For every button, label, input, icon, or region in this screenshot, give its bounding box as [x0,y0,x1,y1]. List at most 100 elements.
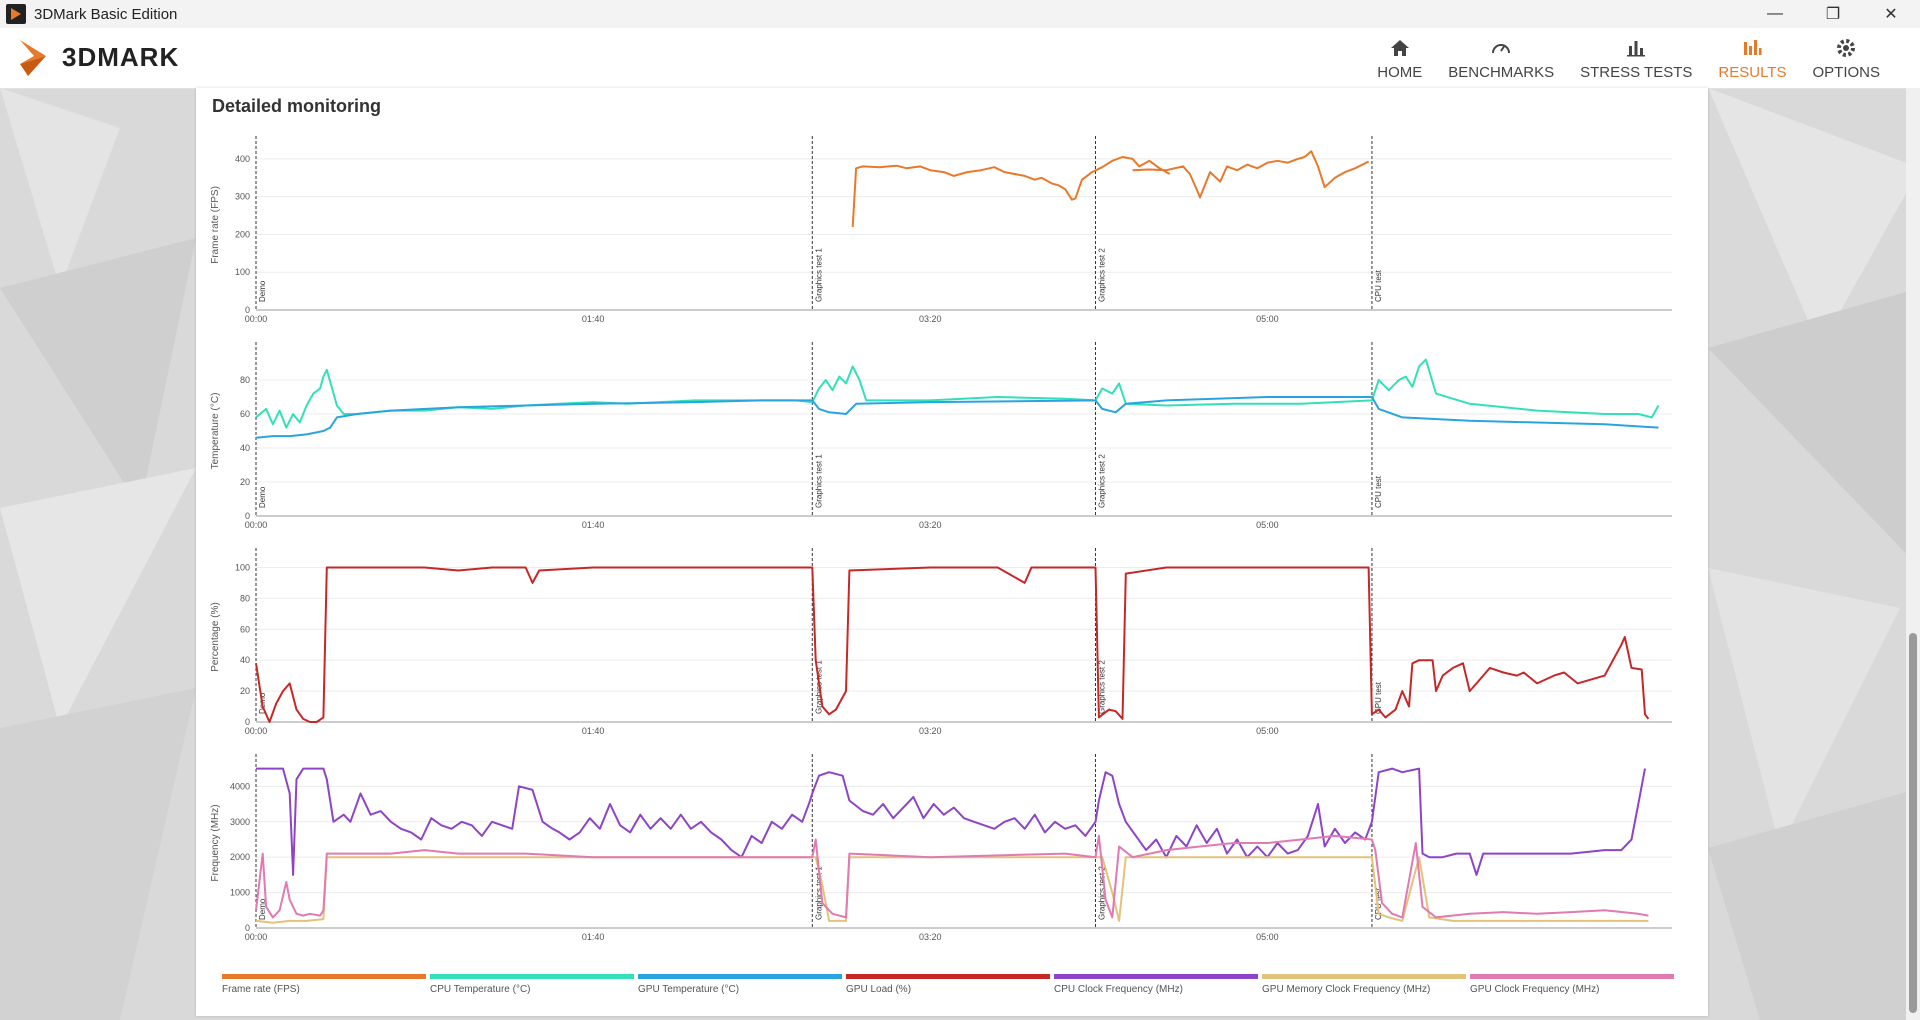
y-tick-label: 80 [240,593,250,603]
bar-chart-icon [1627,40,1646,56]
legend-label: GPU Clock Frequency (MHz) [1470,984,1600,995]
test-marker-label: Graphics test 2 [1097,248,1106,302]
y-tick-label: 400 [235,154,250,164]
y-tick-label: 0 [245,305,250,315]
home-icon [1390,39,1409,56]
gauge-icon [1492,43,1511,53]
y-tick-label: 200 [235,229,250,239]
y-tick-label: 80 [240,375,250,385]
y-tick-label: 100 [235,267,250,277]
nav-stress-tests[interactable]: STRESS TESTS [1580,28,1692,88]
y-tick-label: 20 [240,686,250,696]
legend-color-bar [1054,974,1258,979]
x-tick-label: 01:40 [582,726,605,736]
legend-item[interactable]: GPU Memory Clock Frequency (MHz) [1262,974,1470,995]
test-marker-label: Demo [258,486,267,508]
minimize-button[interactable]: — [1767,5,1783,22]
logo-chevron-icon [20,40,46,76]
y-tick-label: 20 [240,477,250,487]
scrollbar-thumb[interactable] [1909,633,1917,1013]
x-tick-label: 05:00 [1256,726,1279,736]
legend-color-bar [1262,974,1466,979]
legend-item[interactable]: GPU Load (%) [846,974,1054,995]
nav-results-label: RESULTS [1718,63,1787,81]
x-tick-label: 05:00 [1256,314,1279,324]
y-axis-label: Frequency (MHz) [210,804,221,881]
x-tick-label: 00:00 [245,314,268,324]
test-marker-label: CPU test [1374,475,1383,508]
legend-label: GPU Load (%) [846,984,912,995]
legend-label: Frame rate (FPS) [222,984,300,995]
y-tick-label: 1000 [230,888,250,898]
restore-button[interactable]: ❐ [1825,6,1841,23]
legend-label: GPU Temperature (°C) [638,984,740,995]
x-tick-label: 01:40 [582,314,605,324]
close-button[interactable]: ✕ [1884,6,1898,23]
legend-item[interactable]: Frame rate (FPS) [222,974,430,995]
y-tick-label: 2000 [230,852,250,862]
series-line [851,150,1370,227]
y-tick-label: 300 [235,192,250,202]
app-icon [6,4,26,24]
nav-menu: HOME BENCHMARKS STRESS TESTS RESULTS OPT… [1351,28,1880,88]
legend-label: CPU Temperature (°C) [430,984,531,995]
y-tick-label: 60 [240,624,250,634]
nav-home-label: HOME [1377,63,1423,81]
nav-benchmarks-label: BENCHMARKS [1448,63,1555,81]
results-chart-icon [1744,39,1762,55]
chart-legend: Frame rate (FPS) CPU Temperature (°C) GPU … [222,974,1678,995]
x-tick-label: 03:20 [919,520,942,530]
y-tick-label: 3000 [230,817,250,827]
vertical-scrollbar[interactable] [1906,88,1920,1020]
brand-name: 3DMARK [62,41,180,72]
legend-color-bar [1470,974,1674,979]
x-tick-label: 00:00 [245,932,268,942]
x-tick-label: 05:00 [1256,932,1279,942]
nav-benchmarks[interactable]: BENCHMARKS [1448,28,1554,88]
legend-label: CPU Clock Frequency (MHz) [1054,984,1183,995]
x-tick-label: 00:00 [245,520,268,530]
y-tick-label: 4000 [230,781,250,791]
y-tick-label: 40 [240,655,250,665]
nav-options-label: OPTIONS [1812,63,1880,81]
legend-item[interactable]: GPU Clock Frequency (MHz) [1470,974,1678,995]
test-marker-label: Demo [258,280,267,302]
series-line [255,834,1649,919]
legend-color-bar [430,974,634,979]
legend-item[interactable]: CPU Clock Frequency (MHz) [1054,974,1262,995]
x-tick-label: 01:40 [582,932,605,942]
test-marker-label: CPU test [1374,269,1383,302]
legend-color-bar [222,974,426,979]
nav-results[interactable]: RESULTS [1718,28,1786,88]
series-line [256,767,1646,876]
nav-home[interactable]: HOME [1377,28,1422,88]
brand-logo[interactable]: 3DMARK [18,34,179,80]
y-tick-label: 0 [245,923,250,933]
y-tick-label: 40 [240,443,250,453]
legend-label: GPU Memory Clock Frequency (MHz) [1262,984,1431,995]
series-line [255,358,1660,429]
section-title: Detailed monitoring [212,96,382,116]
y-axis-label: Percentage (%) [210,602,221,671]
x-tick-label: 05:00 [1256,520,1279,530]
legend-item[interactable]: GPU Temperature (°C) [638,974,846,995]
legend-item[interactable]: CPU Temperature (°C) [430,974,638,995]
detailed-monitoring-panel: Detailed monitoring 0 100 200 300 400 00:00 01… [196,88,1708,1016]
gear-icon [1837,38,1856,57]
test-marker-label: Graphics test 2 [1097,660,1106,714]
y-tick-label: 60 [240,409,250,419]
title-bar: 3DMark Basic Edition — ❐ ✕ [0,0,1920,28]
y-axis-label: Temperature (°C) [210,393,221,470]
nav-options[interactable]: OPTIONS [1812,28,1880,88]
x-tick-label: 01:40 [582,520,605,530]
series-line [255,566,1650,723]
x-tick-label: 03:20 [919,726,942,736]
series-line [255,396,1659,439]
test-marker-label: Graphics test 2 [1097,866,1106,920]
y-axis-label: Frame rate (FPS) [210,186,221,264]
test-marker-label: CPU test [1374,681,1383,714]
test-marker-label: Graphics test 1 [814,454,823,508]
x-tick-label: 00:00 [245,726,268,736]
y-tick-label: 0 [245,511,250,521]
